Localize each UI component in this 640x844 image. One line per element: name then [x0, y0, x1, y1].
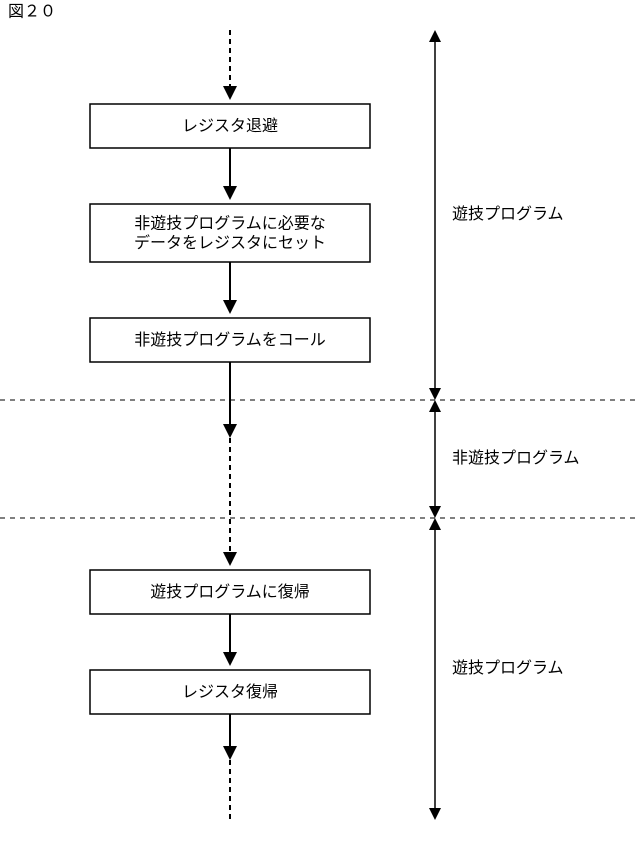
flow-box-label: レジスタ復帰 [182, 683, 278, 701]
flow-box-label: 非遊技プログラムをコール [134, 331, 326, 349]
flow-box-b1: レジスタ退避 [90, 104, 370, 148]
figure-title: 図２０ [8, 3, 56, 20]
flowchart-figure-20: 図２０レジスタ退避非遊技プログラムに必要なデータをレジスタにセット非遊技プログラ… [0, 0, 640, 844]
flow-box-label: データをレジスタにセット [134, 233, 326, 252]
flow-box-b2: 非遊技プログラムに必要なデータをレジスタにセット [90, 204, 370, 262]
flow-box-b5: レジスタ復帰 [90, 670, 370, 714]
section-label: 遊技プログラム [452, 659, 564, 677]
flow-box-b4: 遊技プログラムに復帰 [90, 570, 370, 614]
flow-box-b3: 非遊技プログラムをコール [90, 318, 370, 362]
section-label: 遊技プログラム [452, 205, 564, 223]
section-label: 非遊技プログラム [452, 449, 580, 467]
flow-box-label: 遊技プログラムに復帰 [150, 583, 310, 601]
flow-box-label: 非遊技プログラムに必要な [134, 215, 326, 233]
flow-box-label: レジスタ退避 [182, 117, 278, 135]
